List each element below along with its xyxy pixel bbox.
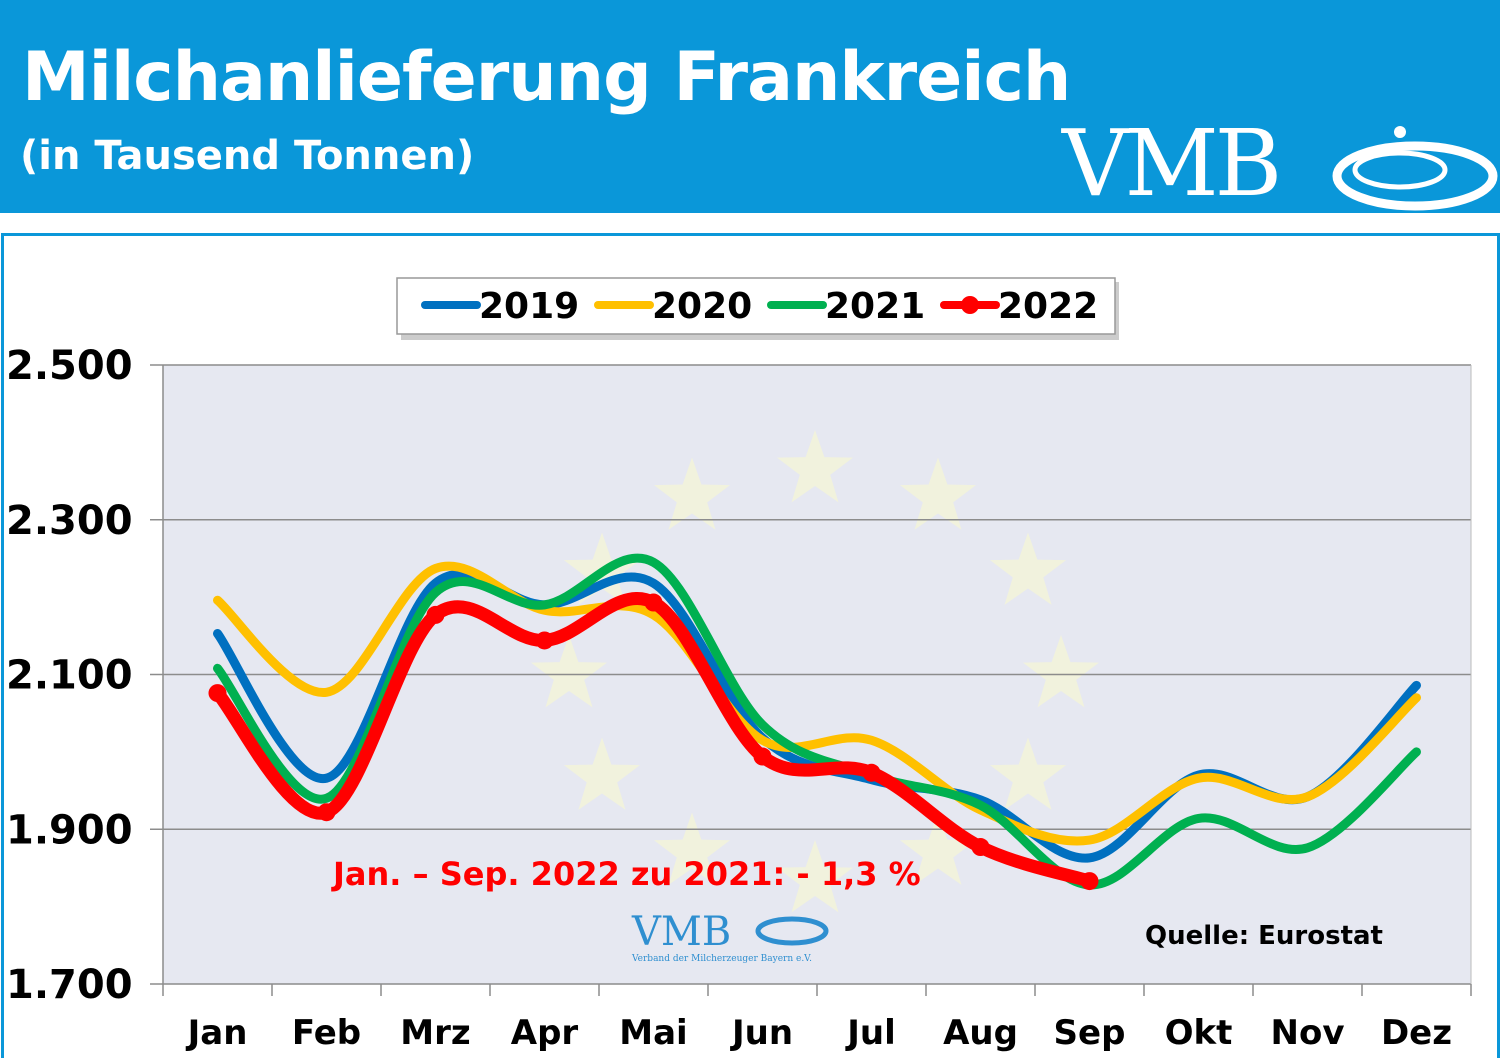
data-point-2022 <box>971 838 990 857</box>
x-tick-label: Sep <box>1054 1013 1126 1053</box>
data-point-2022 <box>753 747 772 766</box>
x-tick-label: Okt <box>1165 1013 1233 1053</box>
y-tick-label: 2.500 <box>6 343 133 389</box>
data-point-2022 <box>862 763 881 782</box>
page-subtitle: (in Tausend Tonnen) <box>20 133 475 179</box>
x-tick-label: Mai <box>619 1013 687 1053</box>
data-point-2022 <box>644 593 663 612</box>
x-tick-label: Feb <box>292 1013 361 1053</box>
series-line-2021 <box>213 553 1421 890</box>
y-tick-label: 1.900 <box>6 807 133 853</box>
y-tick-label: 2.300 <box>6 498 133 544</box>
legend-label-2022: 2022 <box>998 286 1098 327</box>
eu-star-icon <box>777 430 853 503</box>
x-tick-label: Aug <box>943 1013 1018 1053</box>
x-tick-label: Jan <box>186 1013 248 1053</box>
chart-frame <box>1 233 1500 1058</box>
x-tick-label: Apr <box>511 1013 579 1053</box>
legend-label-2020: 2020 <box>652 286 752 327</box>
eu-star-icon <box>900 457 976 530</box>
eu-star-icon <box>531 635 607 708</box>
data-point-2022 <box>426 605 445 624</box>
watermark-swoosh-icon <box>755 916 829 946</box>
x-tick-label: Dez <box>1381 1013 1452 1053</box>
data-point-2022 <box>208 684 227 703</box>
eu-star-icon <box>654 812 730 885</box>
page-title: Milchanlieferung Frankreich <box>22 38 1071 117</box>
watermark-logo: VMB <box>631 909 731 955</box>
eu-star-icon <box>563 737 640 810</box>
source-label: Quelle: Eurostat <box>1145 921 1383 951</box>
legend-label-2019: 2019 <box>479 286 579 327</box>
vmb-logo: VMB <box>1062 110 1282 217</box>
data-point-2022 <box>317 803 336 822</box>
eu-star-icon <box>1023 635 1099 708</box>
data-point-2022 <box>535 631 554 650</box>
x-tick-label: Mrz <box>400 1013 470 1053</box>
legend-label-2021: 2021 <box>825 286 925 327</box>
data-point-2022 <box>1080 872 1099 891</box>
legend-marker-2022 <box>961 296 979 314</box>
x-tick-label: Jun <box>730 1013 793 1053</box>
change-annotation: Jan. – Sep. 2022 zu 2021: - 1,3 % <box>331 855 921 893</box>
eu-star-icon <box>654 457 730 530</box>
eu-star-icon <box>990 737 1067 810</box>
y-tick-label: 1.700 <box>6 962 133 1008</box>
watermark-caption: Verband der Milcherzeuger Bayern e.V. <box>631 954 812 964</box>
series-line-2022 <box>211 592 1096 888</box>
eu-star-icon <box>777 840 853 913</box>
eu-star-icon <box>900 812 976 885</box>
eu-star-icon <box>990 532 1067 605</box>
x-tick-label: Jul <box>845 1013 896 1053</box>
x-tick-label: Nov <box>1271 1013 1345 1053</box>
y-tick-label: 2.100 <box>6 653 133 699</box>
